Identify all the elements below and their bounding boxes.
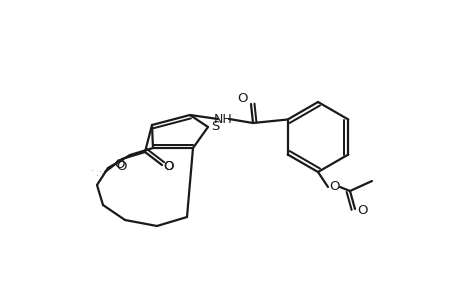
Text: O: O — [92, 169, 93, 170]
Text: O: O — [114, 158, 125, 170]
Text: S: S — [210, 119, 218, 133]
Text: O: O — [101, 173, 102, 175]
Text: O: O — [329, 179, 340, 193]
Text: O: O — [163, 160, 174, 172]
Text: O: O — [117, 160, 127, 172]
Text: NH: NH — [213, 112, 232, 125]
Text: O: O — [96, 175, 97, 176]
Text: O: O — [163, 160, 174, 172]
Text: O: O — [357, 205, 368, 218]
Text: O: O — [237, 92, 248, 104]
